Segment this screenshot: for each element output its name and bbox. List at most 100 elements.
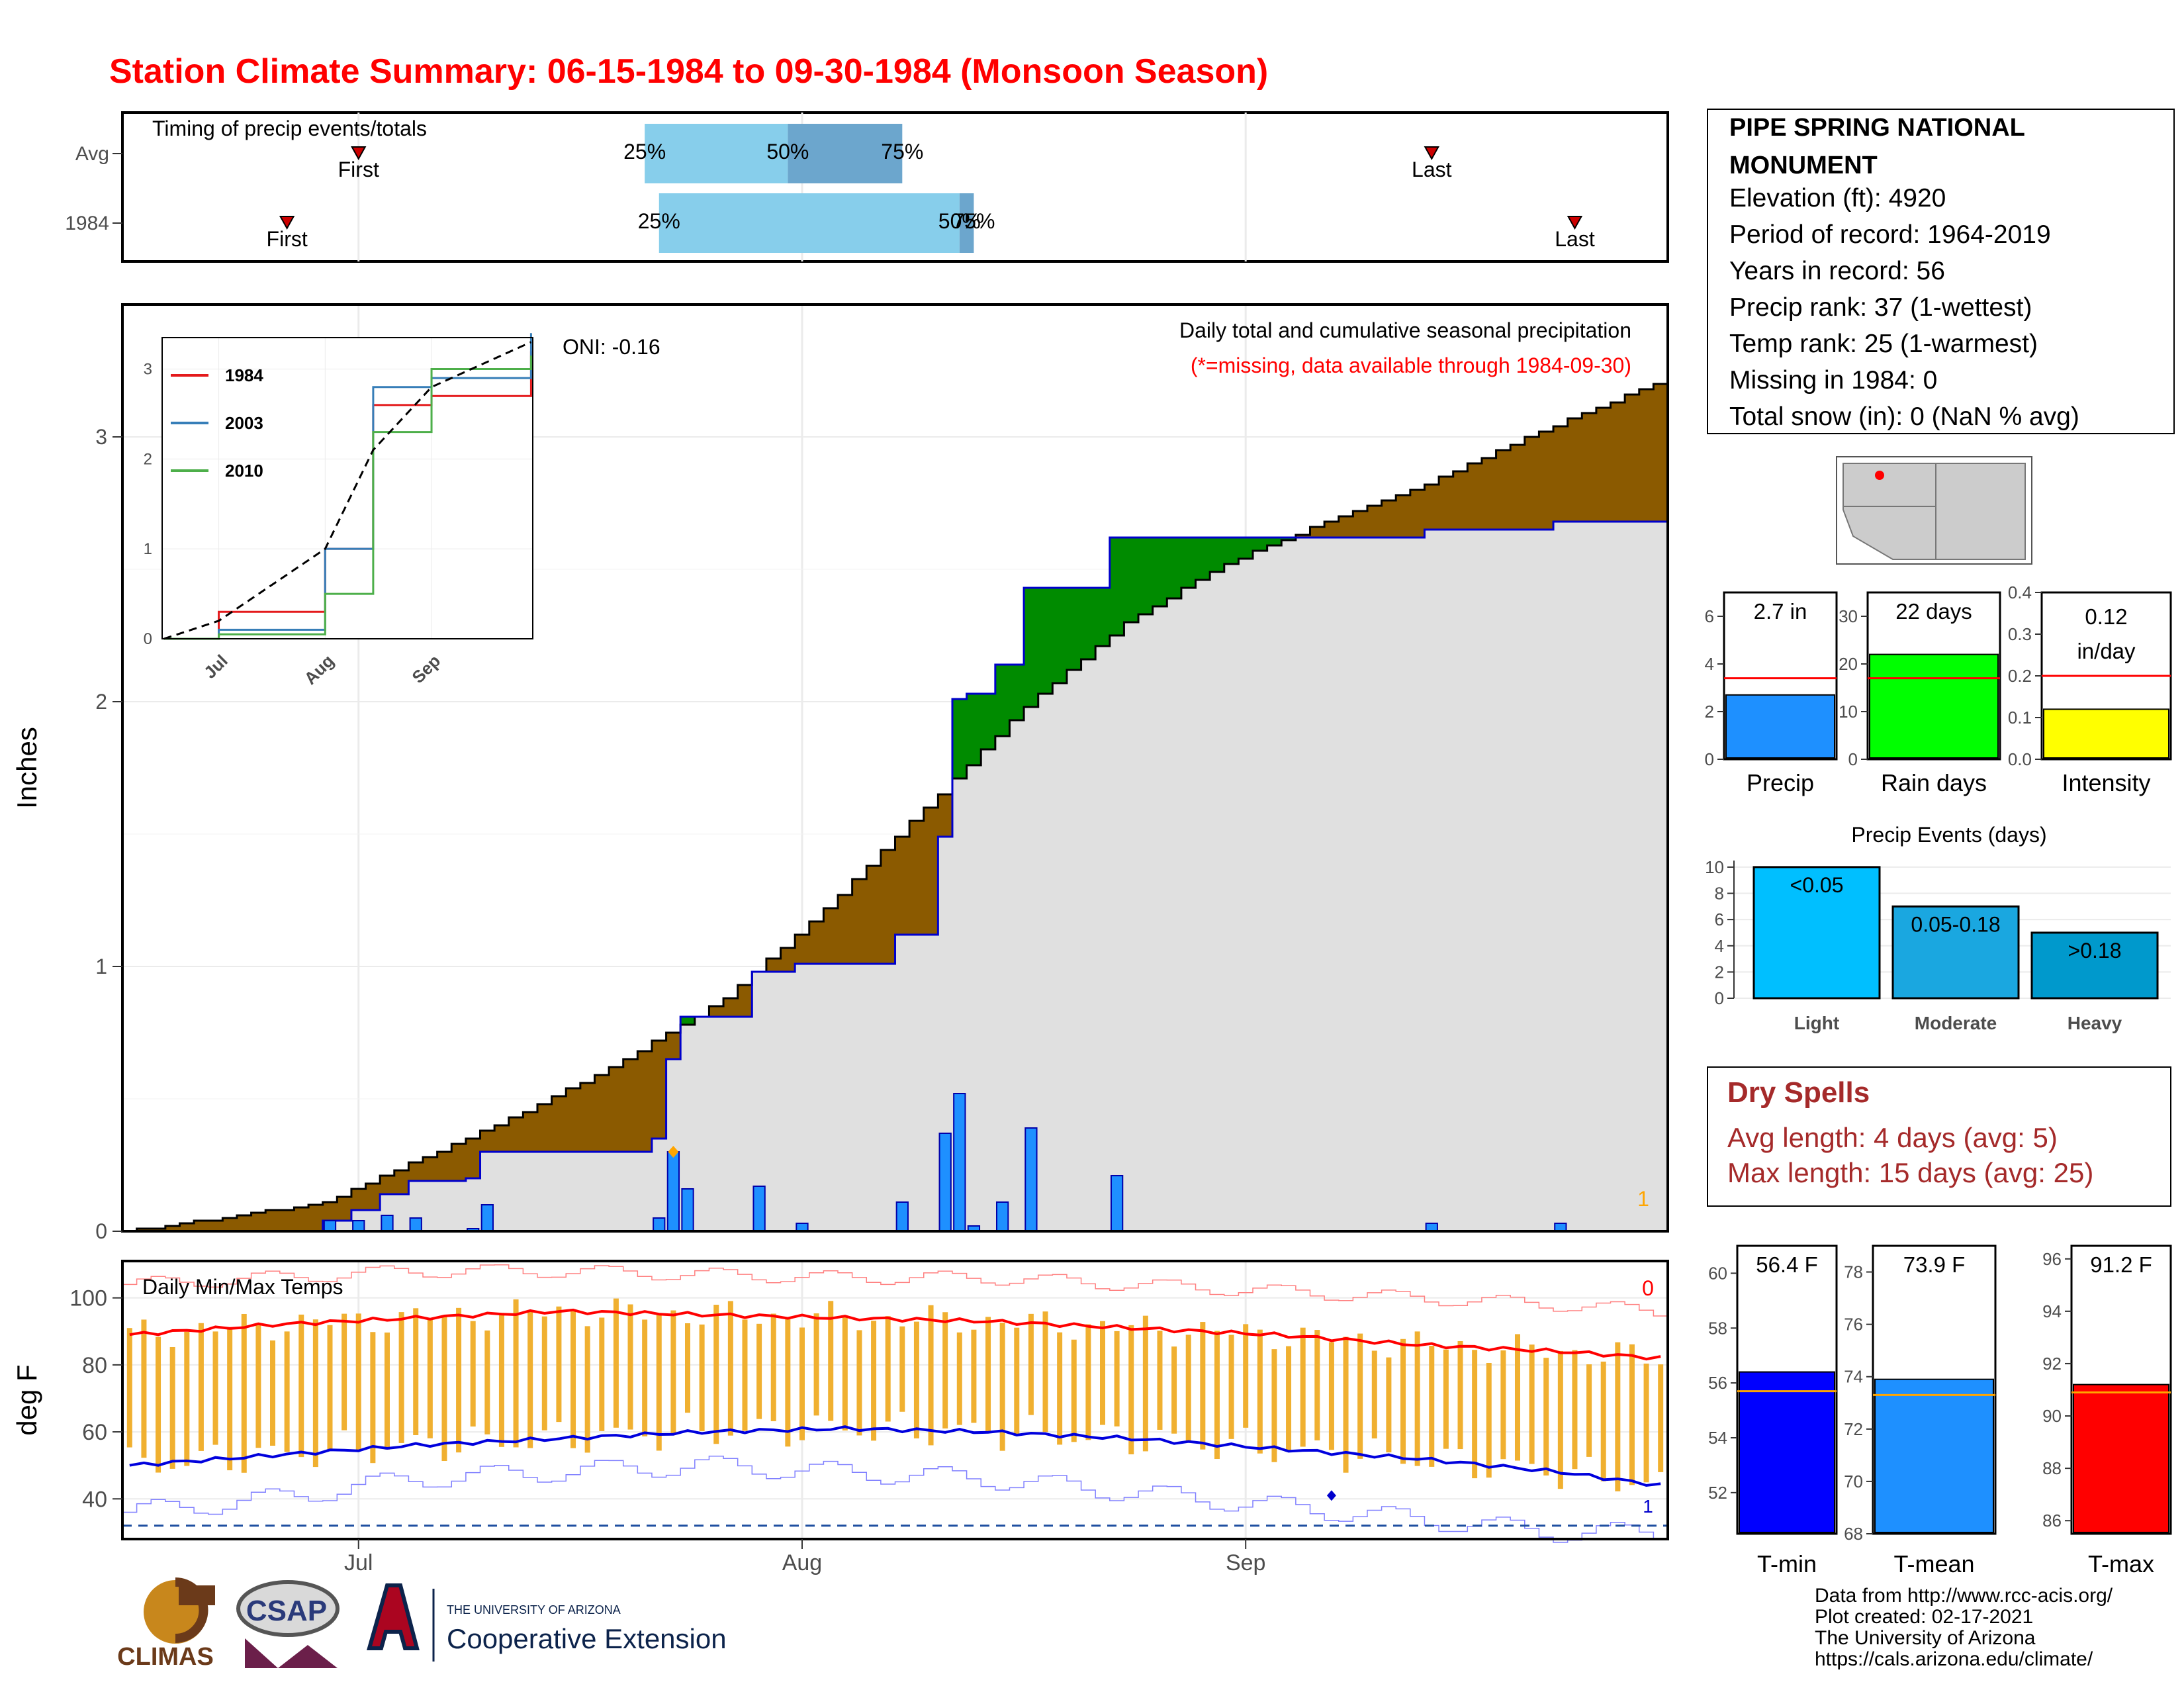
summary-box-tick-label: 92: [2042, 1354, 2062, 1374]
summary-box-tick-label: 58: [1708, 1318, 1727, 1338]
inset-line-2010: [163, 355, 532, 640]
timing-q25-label: 25%: [623, 140, 666, 164]
daily-precip-bar: [381, 1215, 394, 1232]
y-tick-label: 2: [95, 690, 107, 714]
daily-temp-bar: [613, 1298, 619, 1428]
daily-temp-bar: [1386, 1357, 1392, 1453]
daily-temp-bar: [828, 1301, 834, 1421]
precip-note: Daily total and cumulative seasonal prec…: [1179, 318, 1631, 342]
daily-temp-bar: [270, 1340, 276, 1446]
temp-panel: Daily Min/Max Temps 0 1 deg F 406080100 …: [11, 1260, 1669, 1575]
daily-temp-bar: [1028, 1313, 1034, 1415]
inset-legend-label: 2003: [225, 413, 263, 433]
daily-temp-bar: [1572, 1350, 1578, 1470]
daily-temp-bar: [370, 1332, 376, 1464]
ua-big-text: Cooperative Extension: [447, 1623, 727, 1654]
summary-box-tick-label: 0.3: [2008, 624, 2032, 644]
events-title: Precip Events (days): [1851, 823, 2046, 847]
daily-temp-bar: [1128, 1325, 1134, 1454]
dry-spells-avg: Avg length: 4 days (avg: 5): [1727, 1122, 2058, 1153]
station-info-line: Missing in 1984: 0: [1729, 366, 1937, 395]
summary-box-intensity: 0.12 in/day 0.0 0.1 0.2 0.3 0.4 Intensity: [2008, 583, 2172, 796]
station-info-line: Elevation (ft): 4920: [1729, 184, 1946, 212]
csap-text: CSAP: [246, 1595, 327, 1627]
daily-temp-bar: [1171, 1346, 1177, 1434]
daily-precip-bar: [895, 1201, 909, 1232]
daily-temp-bar: [799, 1327, 805, 1440]
temp-y-tick-label: 80: [82, 1353, 107, 1378]
timing-first-label: First: [338, 158, 379, 181]
events-tick-label: 4: [1715, 936, 1724, 956]
summary-box-tick-label: 0: [1848, 749, 1858, 769]
daily-temp-bar: [856, 1330, 862, 1436]
daily-temp-bar: [255, 1323, 261, 1448]
summary-box-value: 56.4 F: [1756, 1252, 1818, 1277]
summary-box-tick-label: 96: [2042, 1249, 2062, 1269]
temp-title: Daily Min/Max Temps: [142, 1275, 343, 1299]
daily-temp-bar: [1057, 1332, 1063, 1445]
summary-box-t-min: 56.4 F 52 54 56 58 60 T-min: [1708, 1244, 1838, 1577]
daily-temp-bar: [1586, 1364, 1592, 1457]
daily-precip-bar: [1110, 1175, 1124, 1232]
summary-box-value: 2.7 in: [1754, 599, 1807, 624]
daily-temp-bar: [484, 1330, 490, 1434]
oni-label: ONI: -0.16: [563, 335, 660, 359]
inset-avg-line: [163, 341, 532, 640]
inset-y-tick-label: 0: [144, 630, 152, 648]
daily-temp-bar: [241, 1313, 247, 1473]
temp-y-tick-label: 100: [69, 1286, 107, 1311]
daily-temp-bar: [1071, 1339, 1077, 1442]
temp-y-tick-label: 40: [82, 1487, 107, 1512]
daily-temp-bar: [584, 1326, 590, 1453]
ua-small-text: THE UNIVERSITY OF ARIZONA: [447, 1603, 621, 1617]
climas-logo: CLIMAS: [117, 1577, 215, 1671]
timing-last-label: Last: [1555, 227, 1595, 251]
daily-temp-bar: [284, 1331, 290, 1452]
summary-box-label: Intensity: [2062, 769, 2150, 796]
summary-box-bar: [1725, 694, 1835, 759]
timing-row-label: 1984: [65, 212, 109, 234]
daily-temp-bar: [384, 1333, 390, 1450]
dry-spells-title: Dry Spells: [1727, 1076, 1870, 1109]
y-tick-label: 3: [95, 425, 107, 449]
daily-temp-bar: [556, 1306, 562, 1423]
daily-temp-bar: [599, 1317, 605, 1431]
summary-box-tick-label: 2: [1705, 702, 1714, 722]
inset-y-tick-label: 3: [144, 361, 152, 379]
daily-temp-bar: [1200, 1322, 1206, 1450]
daily-temp-bar: [1615, 1342, 1621, 1491]
precip-note-missing: (*=missing, data available through 1984-…: [1191, 353, 1631, 377]
events-tick-label: 2: [1715, 962, 1724, 982]
daily-temp-bar: [985, 1317, 991, 1432]
daily-temp-bar: [1271, 1349, 1277, 1462]
daily-temp-bar: [713, 1305, 719, 1444]
daily-temp-bar: [842, 1316, 848, 1430]
timing-panel: Timing of precip events/totals Avg 25% 50%…: [65, 111, 1669, 263]
summary-box-tick-label: 52: [1708, 1483, 1727, 1503]
daily-temp-bar: [1629, 1344, 1635, 1485]
station-info-line: Temp rank: 25 (1-warmest): [1729, 330, 2038, 358]
daily-temp-bar: [928, 1305, 934, 1446]
daily-temp-bar: [1142, 1315, 1148, 1452]
summary-box-tick-label: 60: [1708, 1263, 1727, 1283]
daily-temp-bar: [398, 1312, 404, 1443]
summary-box-tick-label: 90: [2042, 1406, 2062, 1426]
daily-temp-bar: [1371, 1350, 1377, 1438]
summary-box-tick-label: 74: [1844, 1367, 1863, 1387]
daily-temp-bar: [441, 1315, 447, 1462]
observed-cumulative-area: [122, 522, 1668, 1231]
below-average-area: [136, 384, 1668, 1231]
daily-temp-bar: [956, 1332, 962, 1425]
daily-temp-bar: [1300, 1327, 1306, 1447]
footer-line: Plot created: 02-17-2021: [1815, 1606, 2033, 1628]
summary-box-label: T-max: [2088, 1550, 2154, 1577]
summary-box-tick-label: 0.4: [2008, 583, 2032, 602]
daily-temp-bar: [627, 1304, 633, 1430]
timing-row-label: Avg: [75, 143, 109, 165]
daily-temp-bar: [513, 1299, 519, 1448]
summary-box-value: 0.12: [2085, 604, 2127, 629]
daily-temp-bar: [227, 1327, 233, 1471]
events-tick-label: 6: [1715, 910, 1724, 929]
daily-temp-bar: [785, 1319, 791, 1447]
csap-logo: CSAP: [236, 1580, 340, 1668]
